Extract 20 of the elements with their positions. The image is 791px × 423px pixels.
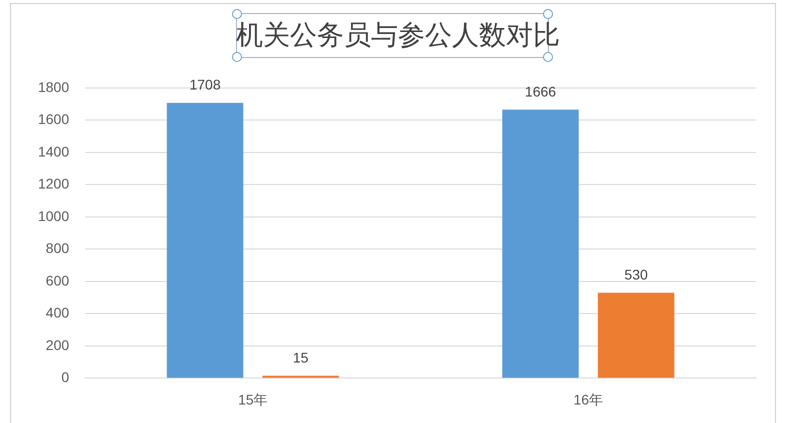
bar [166,102,244,378]
data-label: 1666 [524,83,556,100]
y-tick-label: 1800 [38,78,70,95]
y-tick-label: 800 [46,240,70,256]
bar [598,292,674,378]
chart-title: 机关公务员与参公人数对比 [236,19,560,52]
bar [502,110,579,378]
data-label: 15 [292,350,309,366]
x-tick-label: 16年 [573,391,604,408]
y-tick-label: 1600 [38,111,70,128]
data-label: 530 [624,266,648,283]
y-tick-label: 1200 [38,176,70,192]
data-label: 1708 [189,76,221,93]
y-tick-label: 200 [46,336,70,353]
y-tick-label: 600 [46,272,70,288]
y-tick-label: 0 [61,369,70,386]
y-tick-label: 400 [46,304,70,321]
y-tick-label: 1400 [38,143,70,160]
y-tick-label: 1000 [38,208,70,224]
x-tick-label: 15年 [238,391,268,408]
